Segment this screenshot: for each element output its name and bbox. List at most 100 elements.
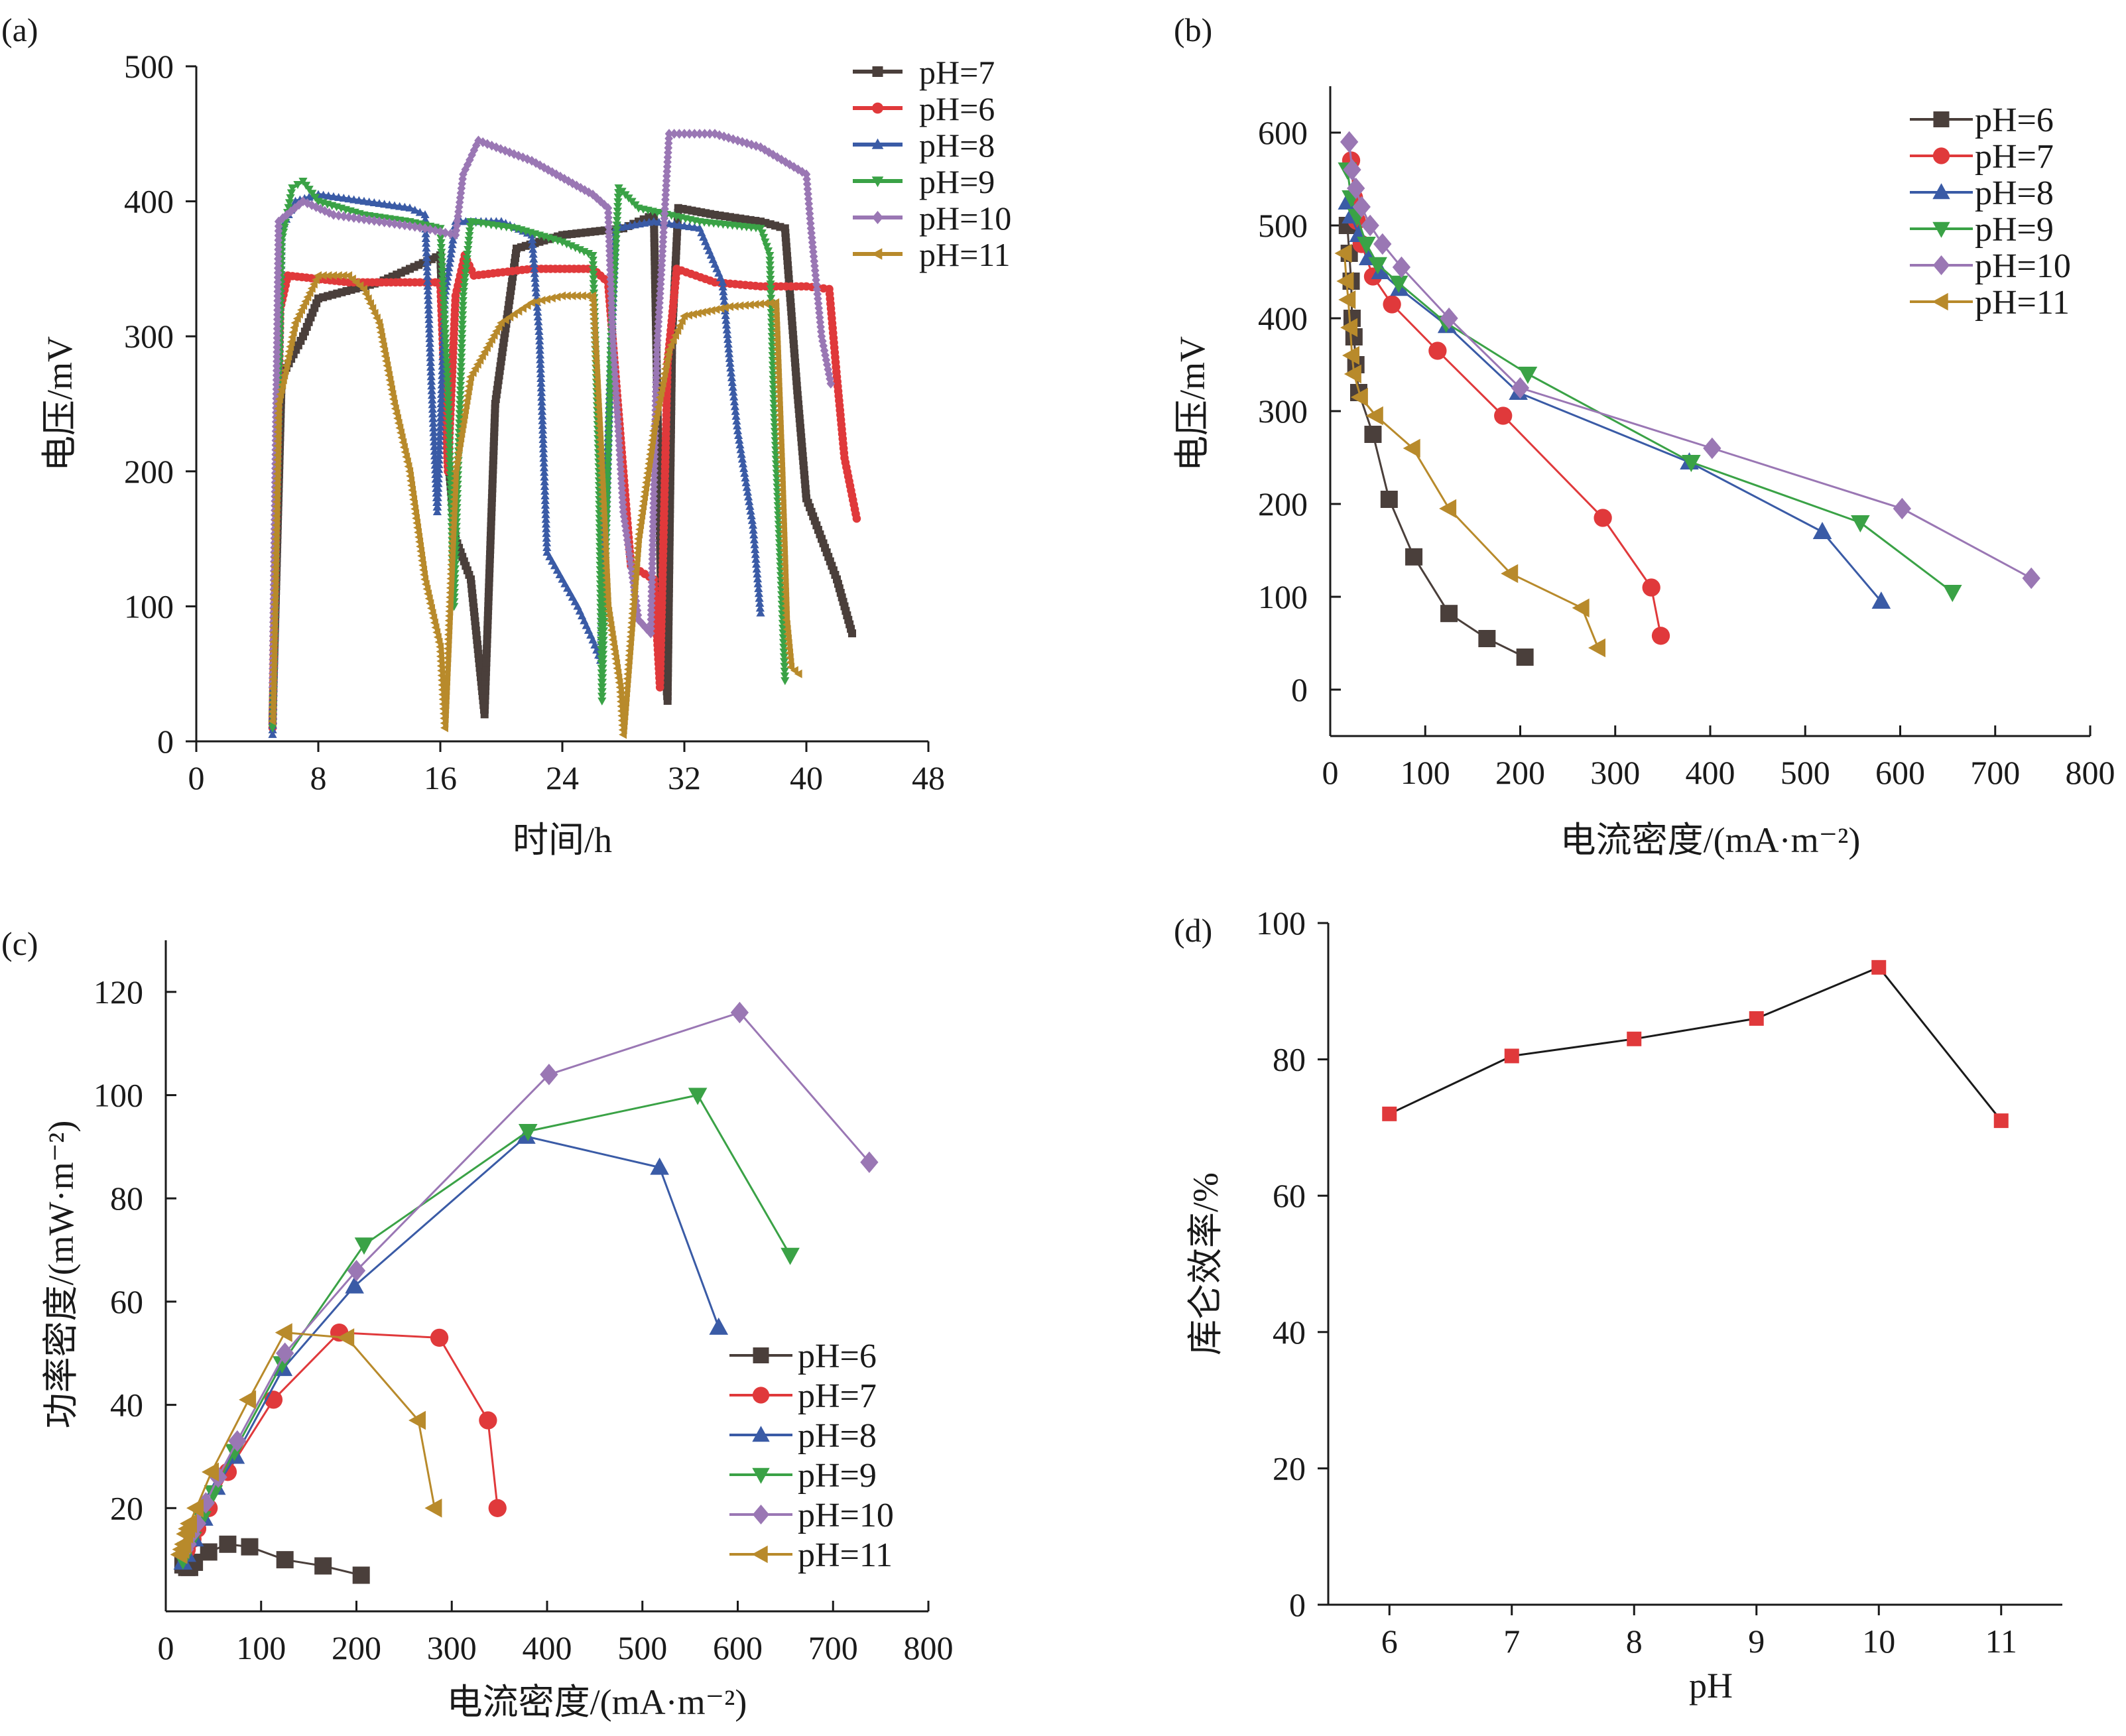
data-point (445, 448, 454, 456)
data-point (826, 378, 836, 389)
series-line (271, 179, 787, 730)
x-axis-label: pH (1689, 1666, 1733, 1705)
data-point (730, 402, 739, 410)
data-point (738, 459, 748, 467)
data-point (436, 427, 445, 436)
data-point (540, 1064, 558, 1085)
data-point (304, 186, 314, 194)
data-point (410, 206, 420, 214)
data-point (410, 221, 419, 232)
data-point (537, 393, 546, 401)
data-point (188, 1513, 207, 1534)
data-point (442, 367, 452, 376)
data-point (662, 176, 671, 186)
data-point (670, 219, 679, 228)
data-point (443, 382, 452, 391)
data-point (675, 129, 684, 139)
data-point (596, 196, 605, 207)
y-axis-label: 库仑效率/% (1186, 1172, 1225, 1355)
data-point (437, 389, 446, 398)
data-point (540, 501, 550, 509)
data-point (426, 372, 436, 381)
data-point (747, 511, 756, 520)
data-point (464, 241, 473, 250)
data-point (766, 290, 776, 298)
data-point (613, 416, 623, 427)
data-point (461, 269, 470, 278)
data-point (1440, 605, 1458, 623)
data-point (314, 271, 322, 280)
data-point (325, 208, 334, 218)
data-point (345, 1276, 364, 1294)
data-point (650, 1157, 669, 1175)
data-point (781, 677, 790, 686)
series-ph-10 (1340, 131, 2040, 589)
data-point (531, 283, 540, 292)
data-point (617, 483, 627, 493)
y-tick-label: 500 (124, 48, 174, 85)
data-point (752, 564, 761, 573)
data-point (440, 310, 449, 319)
data-point (535, 336, 544, 345)
x-tick-label: 200 (332, 1629, 381, 1666)
data-point (700, 129, 709, 139)
data-point (666, 340, 675, 349)
data-point (528, 240, 537, 249)
data-point (444, 410, 454, 418)
data-point (435, 441, 444, 450)
data-point (599, 646, 608, 654)
data-point (437, 380, 446, 389)
data-point (1352, 196, 1371, 218)
data-point (1365, 406, 1383, 426)
data-point (433, 502, 442, 511)
data-point (1501, 564, 1519, 584)
data-point (425, 334, 434, 342)
data-point (620, 516, 629, 527)
data-point (572, 180, 581, 191)
data-point (436, 404, 446, 412)
data-point (766, 280, 775, 289)
data-point (759, 233, 769, 242)
data-point (719, 296, 729, 305)
data-point (779, 649, 788, 657)
data-point (599, 637, 608, 645)
data-point (786, 662, 795, 672)
data-point (426, 348, 435, 357)
data-point (438, 361, 447, 370)
data-point (613, 208, 622, 216)
data-point (589, 266, 598, 275)
data-point (737, 454, 747, 463)
data-point (456, 377, 466, 385)
data-point (603, 464, 613, 472)
y-tick-label: 300 (124, 318, 174, 355)
data-point (1588, 638, 1606, 658)
data-point (690, 129, 699, 139)
data-point (753, 569, 762, 578)
data-point (458, 306, 468, 315)
data-point (429, 428, 438, 436)
data-point (664, 129, 674, 139)
data-point (434, 465, 444, 473)
y-axis-label: 电压/mV (1172, 336, 1212, 471)
data-point (763, 247, 773, 256)
data-point (424, 320, 434, 328)
data-point (298, 177, 308, 186)
legend-marker (1932, 183, 1950, 200)
plot-area-c: 0 100 200 300 400 500 600 700 800 20 40 60 80 100 120 电… (41, 940, 954, 1722)
data-point (444, 263, 454, 272)
data-point (361, 289, 370, 298)
legend-entry: pH=9 (1975, 211, 2054, 249)
data-point (359, 284, 368, 294)
data-point (446, 462, 455, 470)
data-point (434, 483, 443, 492)
data-point (721, 311, 730, 320)
data-point (756, 225, 765, 233)
data-point (599, 641, 608, 650)
data-point (611, 379, 620, 389)
data-point (599, 200, 609, 210)
data-point (612, 217, 622, 225)
panel-label: (c) (1, 925, 38, 962)
legend-entry: pH=9 (919, 163, 995, 200)
data-point (241, 1538, 259, 1556)
y-tick-label: 60 (110, 1283, 143, 1320)
